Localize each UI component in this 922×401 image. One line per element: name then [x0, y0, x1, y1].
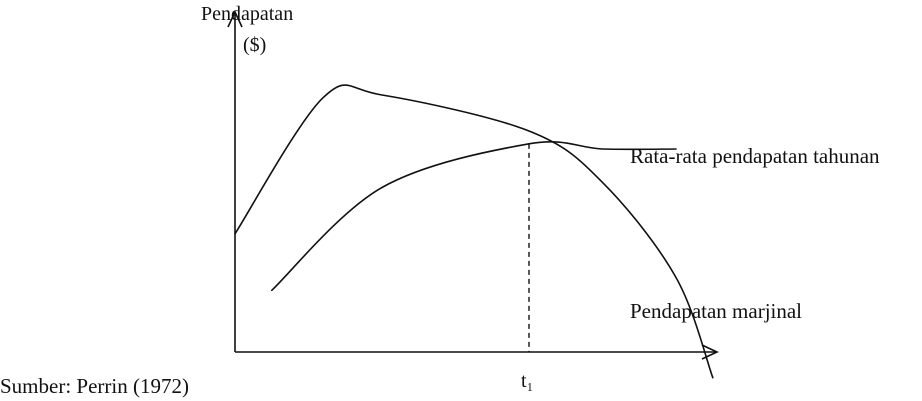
chart-curves	[234, 84, 714, 379]
chart-markers: t₁	[521, 143, 534, 392]
chart-axes	[227, 10, 719, 360]
series-line-pendapatan-marjinal	[234, 84, 714, 379]
source-note: Sumber: Perrin (1972)	[0, 374, 189, 398]
x-axis-arrow-icon	[701, 344, 719, 360]
y-axis-arrow-icon	[227, 10, 243, 28]
marker-tick-label: t₁	[521, 370, 534, 392]
y-axis-label-line2: ($)	[243, 34, 266, 56]
series-line-rata-rata-pendapatan-tahunan	[271, 140, 677, 292]
y-axis-label-line1: Pendapatan	[201, 3, 293, 25]
series-label-rata-rata-pendapatan-tahunan: Rata-rata pendapatan tahunan	[630, 144, 880, 168]
series-label-pendapatan-marjinal: Pendapatan marjinal	[630, 299, 802, 323]
